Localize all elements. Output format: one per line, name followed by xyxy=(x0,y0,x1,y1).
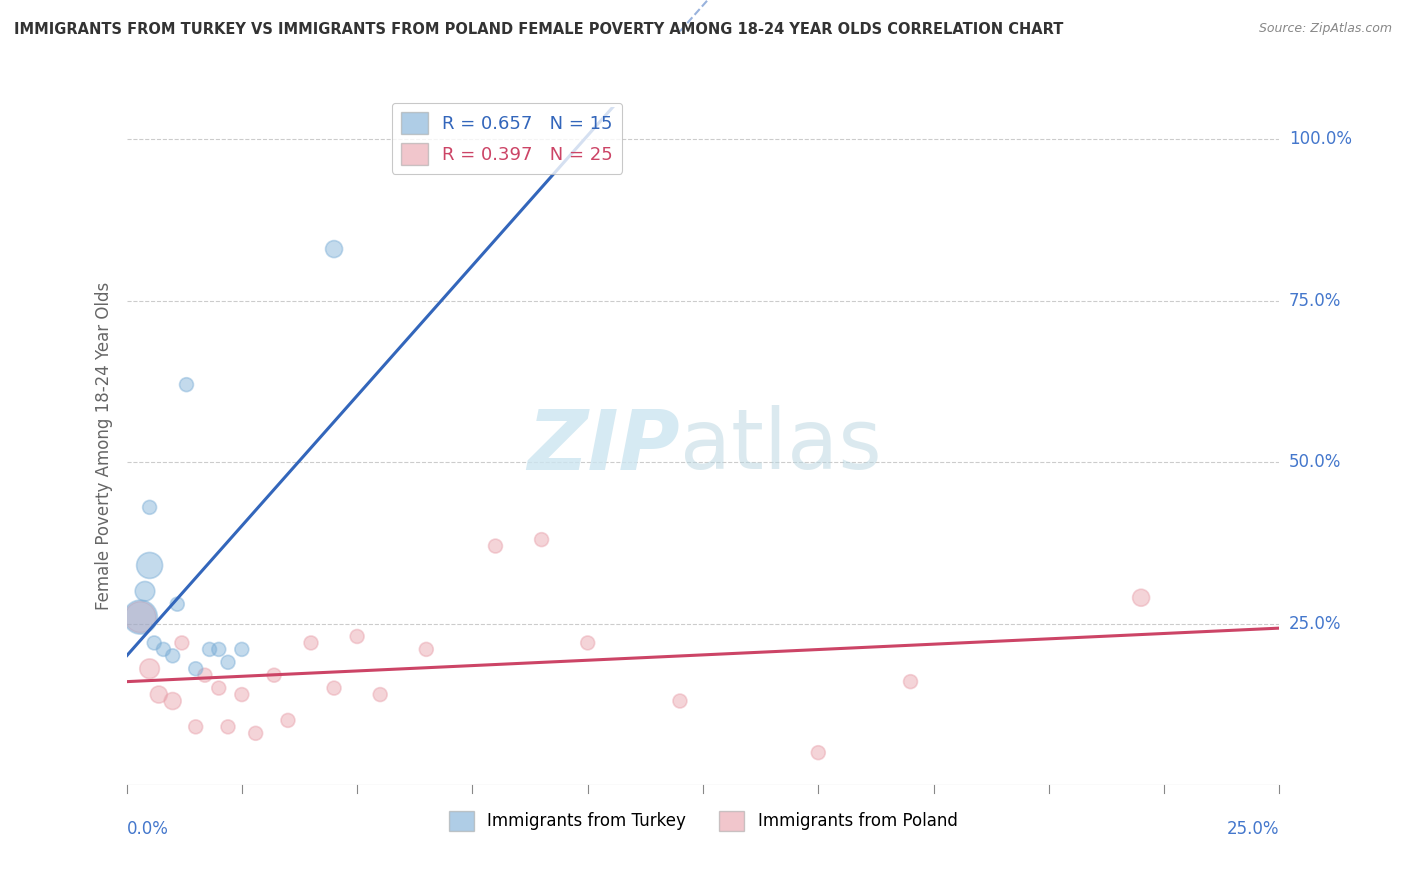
Point xyxy=(152,642,174,657)
Point xyxy=(217,655,239,669)
Point xyxy=(217,720,239,734)
Point xyxy=(143,636,166,650)
Point xyxy=(346,630,368,644)
Point xyxy=(162,648,184,663)
Point xyxy=(1130,591,1153,605)
Point xyxy=(134,584,156,599)
Text: 0.0%: 0.0% xyxy=(127,821,169,838)
Point xyxy=(166,597,188,611)
Point xyxy=(208,681,231,695)
Point xyxy=(184,662,207,676)
Point xyxy=(138,500,160,515)
Point xyxy=(138,662,160,676)
Y-axis label: Female Poverty Among 18-24 Year Olds: Female Poverty Among 18-24 Year Olds xyxy=(94,282,112,610)
Point xyxy=(245,726,267,740)
Text: ZIP: ZIP xyxy=(527,406,681,486)
Point xyxy=(231,688,253,702)
Text: 50.0%: 50.0% xyxy=(1289,453,1341,471)
Point xyxy=(162,694,184,708)
Text: atlas: atlas xyxy=(681,406,882,486)
Text: Source: ZipAtlas.com: Source: ZipAtlas.com xyxy=(1258,22,1392,36)
Point xyxy=(576,636,599,650)
Text: 100.0%: 100.0% xyxy=(1289,130,1351,148)
Point xyxy=(530,533,553,547)
Point xyxy=(148,688,170,702)
Point xyxy=(198,642,221,657)
Text: 25.0%: 25.0% xyxy=(1227,821,1279,838)
Point xyxy=(129,610,152,624)
Point xyxy=(208,642,231,657)
Point xyxy=(323,242,346,256)
Point xyxy=(484,539,506,553)
Point xyxy=(138,558,160,573)
Point xyxy=(900,674,922,689)
Point xyxy=(323,681,346,695)
Point xyxy=(368,688,391,702)
Text: IMMIGRANTS FROM TURKEY VS IMMIGRANTS FROM POLAND FEMALE POVERTY AMONG 18-24 YEAR: IMMIGRANTS FROM TURKEY VS IMMIGRANTS FRO… xyxy=(14,22,1063,37)
Text: 25.0%: 25.0% xyxy=(1289,615,1341,632)
Point xyxy=(170,636,193,650)
Point xyxy=(299,636,322,650)
Legend: Immigrants from Turkey, Immigrants from Poland: Immigrants from Turkey, Immigrants from … xyxy=(441,804,965,838)
Point xyxy=(194,668,217,682)
Point xyxy=(176,377,198,392)
Point xyxy=(231,642,253,657)
Point xyxy=(669,694,692,708)
Point xyxy=(263,668,285,682)
Point xyxy=(129,610,152,624)
Point xyxy=(415,642,437,657)
Point xyxy=(277,714,299,728)
Point xyxy=(184,720,207,734)
Text: 75.0%: 75.0% xyxy=(1289,292,1341,310)
Point xyxy=(807,746,830,760)
